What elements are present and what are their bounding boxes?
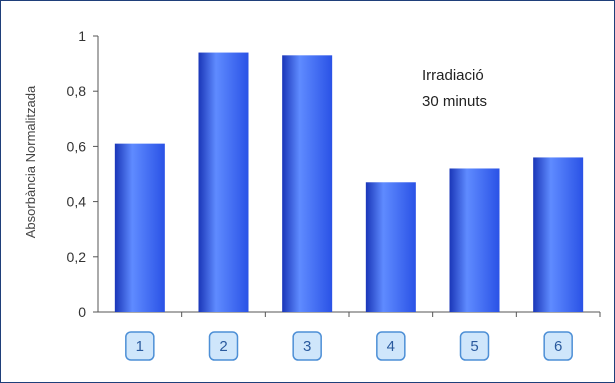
bar-1 bbox=[114, 143, 165, 312]
category-label-3: 3 bbox=[303, 338, 311, 355]
category-box-1 bbox=[125, 331, 155, 361]
category-box-3 bbox=[292, 331, 322, 361]
category-label-1: 1 bbox=[136, 338, 144, 355]
category-labels: 1 2 3 4 5 6 bbox=[125, 331, 573, 361]
y-axis-label: Absorbància Normalitzada bbox=[23, 85, 38, 238]
category-label-5: 5 bbox=[470, 338, 478, 355]
annotation-line-2: 30 minuts bbox=[422, 93, 487, 110]
y-tick-label: 0,8 bbox=[67, 83, 87, 99]
category-box-6 bbox=[543, 331, 573, 361]
category-box-4 bbox=[376, 331, 406, 361]
y-tick-label: 0,6 bbox=[67, 138, 87, 154]
bar-3 bbox=[282, 55, 333, 312]
category-label-6: 6 bbox=[554, 338, 562, 355]
y-tick-label: 1 bbox=[78, 28, 86, 44]
bar-2 bbox=[198, 52, 249, 313]
y-tick-label: 0,2 bbox=[67, 249, 87, 265]
category-label-2: 2 bbox=[219, 338, 227, 355]
bar-4 bbox=[365, 182, 416, 312]
annotation-line-1: Irradiació bbox=[422, 67, 484, 84]
y-tick-label: 0 bbox=[78, 304, 86, 320]
category-box-2 bbox=[208, 331, 239, 361]
axes bbox=[97, 36, 601, 317]
y-ticks: 0 0,2 0,4 0,6 0,8 1 bbox=[67, 28, 98, 320]
bar-5 bbox=[449, 168, 500, 312]
bar-6 bbox=[533, 157, 584, 312]
category-box-5 bbox=[459, 331, 490, 361]
category-label-4: 4 bbox=[387, 338, 395, 355]
bars bbox=[114, 52, 584, 313]
y-tick-label: 0,4 bbox=[67, 194, 87, 210]
